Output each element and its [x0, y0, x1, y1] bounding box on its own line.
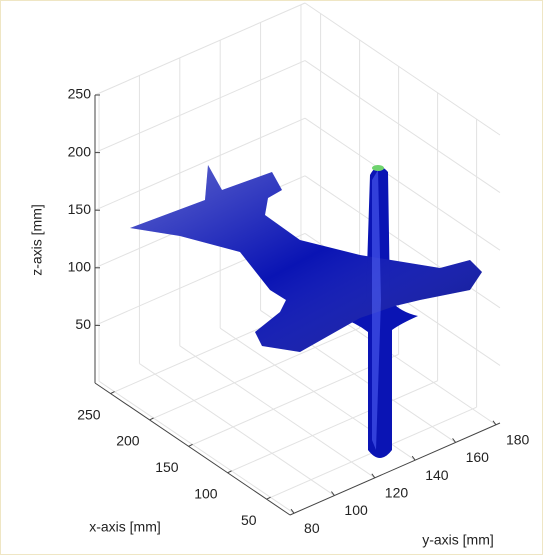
grid-line — [189, 354, 399, 446]
grid-line — [305, 61, 500, 193]
x-tick-label: 200 — [116, 433, 140, 449]
x-axis-label: x-axis [mm] — [89, 519, 161, 535]
x-axis — [95, 383, 290, 515]
x-tick-label: 250 — [77, 406, 101, 422]
grid-line — [95, 3, 305, 95]
y-tick-label: 120 — [385, 485, 409, 501]
y-axis-label: y-axis [mm] — [422, 532, 494, 548]
y-axis — [290, 423, 500, 515]
z-tick-label: 50 — [75, 316, 91, 332]
y-tick-label: 180 — [506, 431, 530, 447]
z-axis-label: z-axis [mm] — [29, 204, 45, 276]
y-tick-label: 160 — [466, 449, 490, 465]
grid-line — [180, 346, 375, 478]
post-tip — [372, 165, 384, 171]
y-tick-label: 100 — [344, 502, 368, 518]
grid-line — [305, 3, 500, 135]
grid-line — [139, 364, 334, 496]
x-tick-label: 150 — [155, 459, 179, 475]
isosurface — [130, 165, 482, 458]
grid-line — [95, 118, 305, 210]
grid-line — [305, 118, 500, 250]
grid-line — [150, 328, 360, 420]
z-tick-label: 150 — [68, 201, 92, 217]
y-tick-label: 80 — [304, 520, 320, 536]
chart: 50 100 150 200 250 50 100 150 200 250 80 100 120 140 1… — [0, 0, 543, 555]
z-tick-label: 250 — [68, 86, 92, 102]
z-tick-label: 200 — [68, 143, 92, 159]
x-tick-label: 100 — [194, 485, 218, 501]
grid-line — [228, 381, 438, 473]
z-tick-label: 100 — [68, 259, 92, 275]
y-tick-label: 140 — [425, 467, 449, 483]
grid-line — [95, 61, 305, 153]
x-tick-label: 50 — [241, 512, 257, 528]
shading — [130, 165, 482, 352]
